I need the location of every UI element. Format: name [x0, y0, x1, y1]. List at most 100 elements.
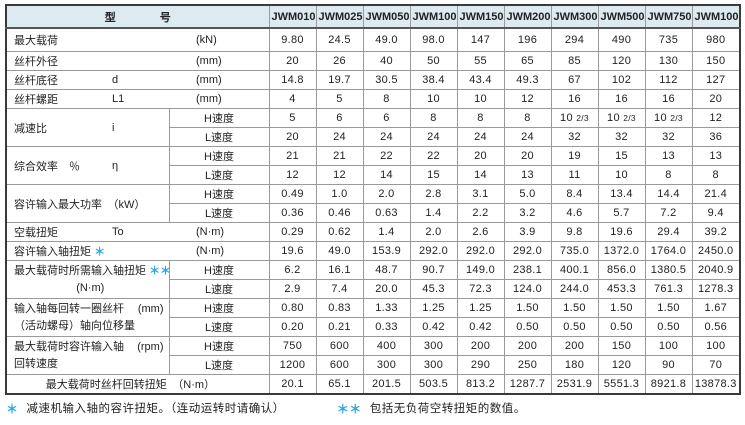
value-cell: 90.7: [409, 260, 458, 280]
value-cell: 112: [644, 70, 693, 90]
value-cell: 244.0: [550, 279, 599, 299]
value-cell: 10 2/3: [597, 108, 646, 128]
value-cell: 0.21: [315, 317, 364, 337]
table-row: 最大载荷时所需输入轴扭矩 ＊＊ (N·m) H速度 6.2 16.1 48.7 90.7 14…: [5, 260, 741, 299]
value-cell: 735.0: [550, 241, 599, 261]
value-cell: 9.8: [550, 222, 599, 242]
value-cell: 20: [456, 146, 505, 166]
value-cell: 3.1: [456, 184, 505, 204]
table-row: 最大载荷时容许输入轴 (rpm) 回转速度 H速度 750 600 400 300 200 200…: [5, 336, 741, 375]
value-cell: 13: [644, 146, 693, 166]
value-cell: 49.0: [315, 241, 364, 261]
value-cell: 5551.3: [597, 374, 646, 395]
row-label-cell: 丝杆螺距 L1 (mm): [5, 89, 270, 109]
speed-label-cell: H速度: [168, 108, 270, 128]
value-cell: 16: [644, 89, 693, 109]
value-cell: 1.25: [456, 298, 505, 318]
value-cell: 0.62: [315, 222, 364, 242]
value-cell: 0.83: [315, 298, 364, 318]
value-cell: 102: [597, 70, 646, 90]
value-cell: 290: [456, 355, 505, 375]
value-cell: 65: [503, 51, 552, 71]
value-cell: 1287.7: [503, 374, 552, 395]
value-cell: 0.50: [550, 317, 599, 337]
value-cell: 600: [315, 355, 364, 375]
value-cell: 16.1: [315, 260, 364, 280]
value-cell: 12: [691, 108, 741, 128]
value-cell: 7.4: [315, 279, 364, 299]
value-cell: 5.7: [597, 203, 646, 223]
value-cell: 200: [456, 336, 505, 356]
value-cell: 6: [362, 108, 411, 128]
value-cell: 32: [644, 127, 693, 147]
value-cell: 11: [550, 165, 599, 185]
model-header-cell: JWM300: [550, 4, 599, 29]
value-cell: 72.3: [456, 279, 505, 299]
value-cell: 24.5: [315, 27, 364, 52]
value-cell: 124.0: [503, 279, 552, 299]
value-cell: 21: [315, 146, 364, 166]
value-cell: 6.2: [268, 260, 317, 280]
value-cell: 1.4: [362, 222, 411, 242]
footnote-text: 减速机输入轴的容许扭矩。（连动运转时请确认）: [26, 403, 285, 415]
value-cell: 19: [550, 146, 599, 166]
value-cell: 19.6: [268, 241, 317, 261]
speed-label-cell: L速度: [168, 317, 270, 337]
value-cell: 100: [644, 336, 693, 356]
value-cell: 85: [550, 51, 599, 71]
model-header-cell: JWM010: [268, 4, 317, 29]
speed-label-cell: H速度: [168, 184, 270, 204]
value-cell: 1200: [268, 355, 317, 375]
value-cell: 200: [503, 336, 552, 356]
value-cell: 38.4: [409, 70, 458, 90]
table-row: 丝杆外径 (mm) 20 26 40 50 55 65 85 120 130 150: [5, 51, 741, 71]
value-cell: 2.8: [409, 184, 458, 204]
value-cell: 856.0: [597, 260, 646, 280]
value-cell: 48.7: [362, 260, 411, 280]
model-header-cell: JWM100: [409, 4, 458, 29]
value-cell: 1278.3: [691, 279, 741, 299]
value-cell: 292.0: [456, 241, 505, 261]
value-cell: 750: [268, 336, 317, 356]
table-row: L速度 20 24 24 24 24 24 32 32 32 36: [6, 127, 741, 147]
table-row: 容许输入轴扭矩 ＊ (N·m) 19.6 49.0 153.9 292.0 292.0 292…: [5, 241, 741, 261]
value-cell: 503.5: [409, 374, 458, 395]
value-cell: 0.33: [362, 317, 411, 337]
footnote-text: 包括无负荷空转扭矩的数值。: [369, 403, 526, 415]
value-cell: 49.3: [503, 70, 552, 90]
value-cell: 100: [691, 336, 741, 356]
table-row: L速度 0.20 0.21 0.33 0.42 0.42 0.50 0.50 0.50 0.50 0…: [6, 317, 741, 337]
speed-label-cell: H速度: [168, 336, 270, 356]
row-label-cell: 最大载荷时容许输入轴 (rpm) 回转速度: [5, 336, 170, 375]
value-cell: 8: [409, 108, 458, 128]
speed-label-cell: L速度: [168, 355, 270, 375]
table-row: 最大载荷时丝杆回转扭矩 （N·m） 20.1 65.1 201.5 503.5 813.2…: [5, 374, 741, 395]
value-cell: 24: [503, 127, 552, 147]
value-cell: 292.0: [503, 241, 552, 261]
value-cell: 14.4: [644, 184, 693, 204]
value-cell: 19.6: [597, 222, 646, 242]
value-cell: 735: [644, 27, 693, 52]
value-cell: 2531.9: [550, 374, 599, 395]
value-cell: 24: [409, 127, 458, 147]
value-cell: 14.8: [268, 70, 317, 90]
value-cell: 238.1: [503, 260, 552, 280]
value-cell: 150: [691, 51, 741, 71]
value-cell: 1764.0: [644, 241, 693, 261]
value-cell: 1.50: [503, 298, 552, 318]
value-cell: 9.4: [691, 203, 741, 223]
value-cell: 8921.8: [644, 374, 693, 395]
row-label-cell: 最大载荷 (kN): [5, 27, 270, 52]
value-cell: 26: [315, 51, 364, 71]
model-header-cell: JWM050: [362, 4, 411, 29]
value-cell: 45.3: [409, 279, 458, 299]
value-cell: 3.9: [503, 222, 552, 242]
value-cell: 12: [268, 165, 317, 185]
speed-label-cell: L速度: [168, 279, 270, 299]
row-label-cell: 丝杆底径 d (mm): [5, 70, 270, 90]
value-cell: 16: [597, 89, 646, 109]
value-cell: 1380.5: [644, 260, 693, 280]
value-cell: 300: [409, 336, 458, 356]
value-cell: 813.2: [456, 374, 505, 395]
